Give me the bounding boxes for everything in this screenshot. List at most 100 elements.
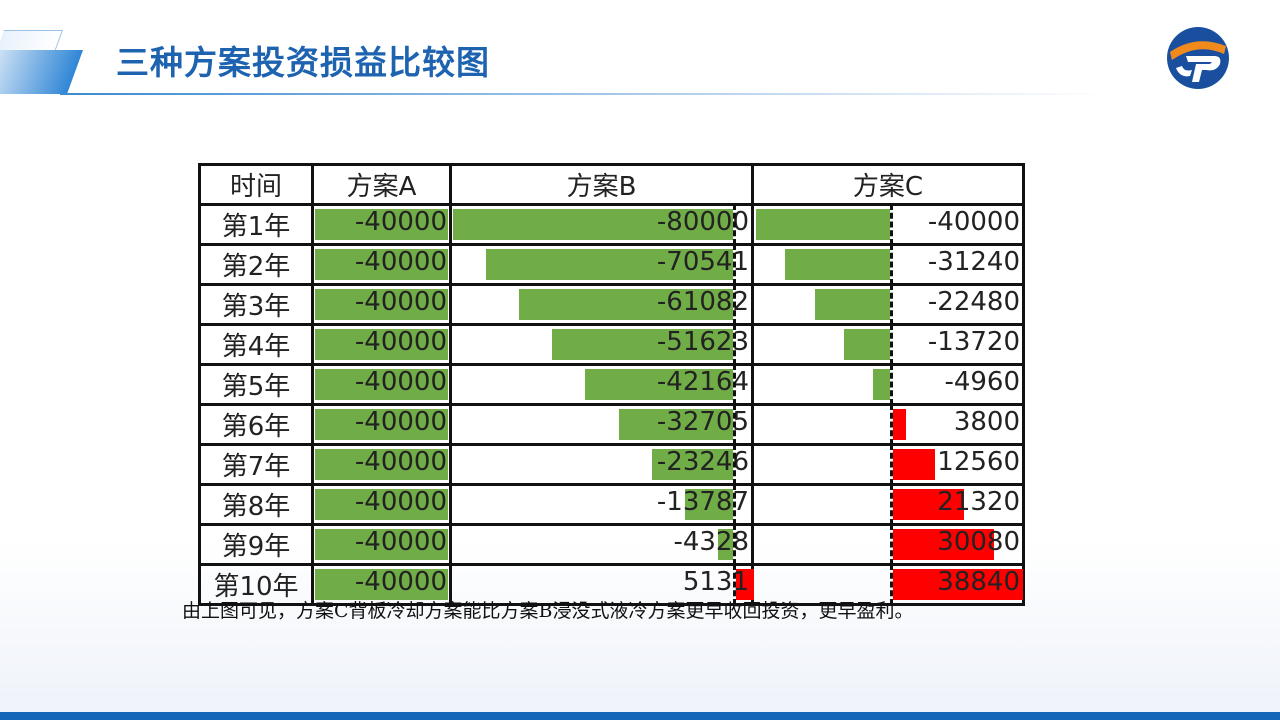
zero-axis [890, 364, 893, 405]
cell-plan-b: -42164 [449, 363, 754, 406]
cell-plan-c: 12560 [751, 443, 1025, 486]
data-bar [315, 289, 448, 320]
table-row: 第3年 -40000 -61082 -22480 [198, 283, 1025, 326]
data-bar [315, 409, 448, 440]
conclusion-text: 由上图可见，方案C背板冷却方案能比方案B浸没式液冷方案更早收回投资，更早盈利。 [182, 600, 914, 622]
data-bar [785, 249, 890, 280]
table-row: 第7年 -40000 -23246 12560 [198, 443, 1025, 486]
cell-time: 第9年 [198, 523, 314, 566]
cell-plan-b: 5131 [449, 563, 754, 606]
cell-value: -40000 [354, 567, 447, 597]
zero-axis [733, 324, 736, 365]
cell-value: -40000 [354, 327, 447, 357]
table-row: 第10年 -40000 5131 38840 [198, 563, 1025, 606]
cell-plan-a: -40000 [311, 243, 452, 286]
cell-value: -40000 [354, 447, 447, 477]
header-decoration-bar [0, 50, 84, 94]
table-row: 第8年 -40000 -13787 21320 [198, 483, 1025, 526]
cell-value: -22480 [927, 287, 1020, 317]
cell-time: 第2年 [198, 243, 314, 286]
cell-plan-a: -40000 [311, 203, 452, 246]
table-row: 第9年 -40000 -4328 30080 [198, 523, 1025, 566]
cell-value: -13720 [927, 327, 1020, 357]
data-bar [893, 569, 1024, 600]
table-row: 第1年 -40000 -80000 -40000 [198, 203, 1025, 246]
cell-value: -40000 [354, 287, 447, 317]
data-bar [684, 489, 733, 520]
cell-plan-c: -4960 [751, 363, 1025, 406]
cell-time: 第1年 [198, 203, 314, 246]
header-time: 时间 [198, 163, 314, 206]
cell-plan-b: -51623 [449, 323, 754, 366]
zero-axis [733, 484, 736, 525]
zero-axis [733, 364, 736, 405]
zero-axis [733, 284, 736, 325]
data-bar [315, 449, 448, 480]
data-bar [315, 329, 448, 360]
cell-value: 30080 [937, 527, 1020, 557]
table-row: 第6年 -40000 -32705 3800 [198, 403, 1025, 446]
zero-axis [890, 324, 893, 365]
cell-plan-a: -40000 [311, 523, 452, 566]
data-bar [315, 489, 448, 520]
cell-value: 3800 [953, 407, 1020, 437]
cell-value: -40000 [354, 487, 447, 517]
data-bar [736, 569, 754, 600]
data-bar [814, 289, 890, 320]
cell-plan-b: -70541 [449, 243, 754, 286]
data-bar [717, 529, 733, 560]
cell-plan-c: -31240 [751, 243, 1025, 286]
cell-plan-a: -40000 [311, 403, 452, 446]
header-plan-a: 方案A [311, 163, 452, 206]
zero-axis [733, 404, 736, 445]
table-header-row: 时间 方案A 方案B 方案C [198, 163, 1025, 206]
cell-time: 第10年 [198, 563, 314, 606]
zero-axis [890, 564, 893, 605]
cell-time: 第5年 [198, 363, 314, 406]
cell-time: 第7年 [198, 443, 314, 486]
cell-value: 12560 [937, 447, 1020, 477]
table-row: 第2年 -40000 -70541 -31240 [198, 243, 1025, 286]
cell-value: 21320 [937, 487, 1020, 517]
header-plan-c: 方案C [751, 163, 1025, 206]
data-bar [756, 209, 890, 240]
data-bar [486, 249, 733, 280]
data-bar [552, 329, 733, 360]
data-bar [618, 409, 733, 440]
cell-time: 第8年 [198, 483, 314, 526]
footer-bar [0, 712, 1280, 720]
company-logo-icon [1167, 27, 1229, 89]
data-bar [844, 329, 890, 360]
cell-plan-c: 21320 [751, 483, 1025, 526]
cell-value: -4960 [944, 367, 1020, 397]
data-bar [873, 369, 890, 400]
cell-plan-c: 3800 [751, 403, 1025, 446]
data-bar [453, 209, 733, 240]
cell-time: 第6年 [198, 403, 314, 446]
data-bar [893, 529, 994, 560]
cell-plan-b: -13787 [449, 483, 754, 526]
data-bar [893, 409, 906, 440]
title-underline [60, 93, 1110, 95]
zero-axis [890, 284, 893, 325]
cell-plan-b: -4328 [449, 523, 754, 566]
data-bar [519, 289, 733, 320]
comparison-table: 时间 方案A 方案B 方案C 第1年 -40000 -80000 -40000 第2年 -… [198, 163, 1025, 606]
data-bar [315, 249, 448, 280]
data-bar [315, 529, 448, 560]
cell-plan-c: -40000 [751, 203, 1025, 246]
cell-value: -4328 [673, 527, 749, 557]
data-bar [893, 449, 936, 480]
cell-plan-b: -61082 [449, 283, 754, 326]
cell-plan-a: -40000 [311, 323, 452, 366]
zero-axis [890, 204, 893, 245]
zero-axis [890, 444, 893, 485]
zero-axis [733, 564, 736, 605]
data-bar [893, 489, 965, 520]
cell-plan-a: -40000 [311, 283, 452, 326]
table-row: 第5年 -40000 -42164 -4960 [198, 363, 1025, 406]
page-title: 三种方案投资损益比较图 [116, 43, 490, 82]
cell-plan-b: -23246 [449, 443, 754, 486]
cell-plan-b: -80000 [449, 203, 754, 246]
zero-axis [733, 244, 736, 285]
